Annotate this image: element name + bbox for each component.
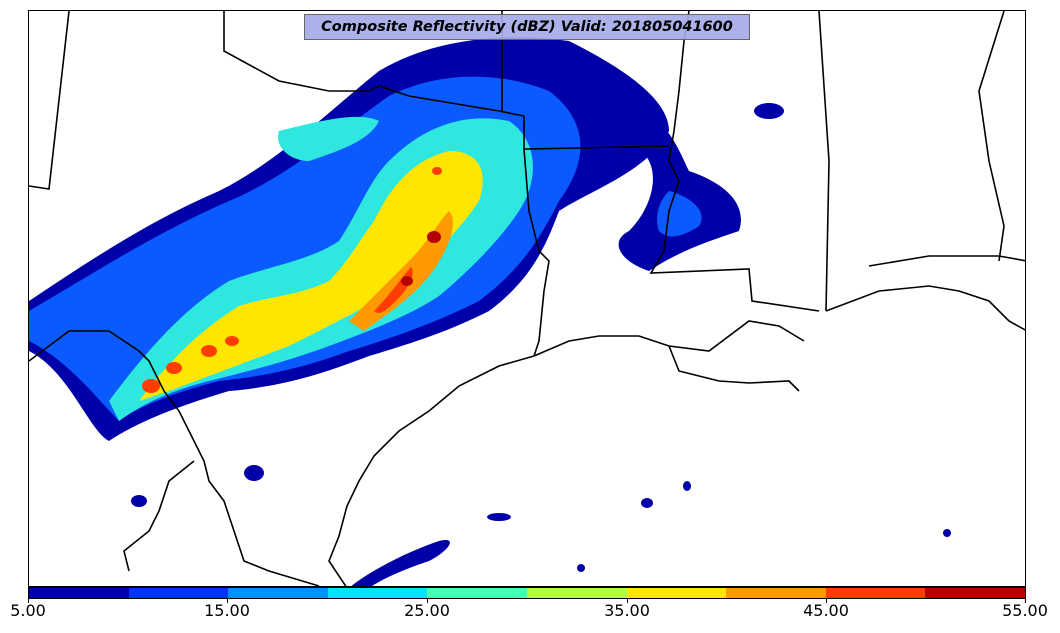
colorbar-segment [29,588,129,598]
colorbar-segment [228,588,328,598]
colorbar-segment [825,588,926,598]
colorbar-segment [925,588,1025,598]
map-area [28,10,1026,587]
map-title: Composite Reflectivity (dBZ) Valid: 2018… [304,14,750,40]
colorbar-tick [826,599,827,603]
colorbar-segment [128,588,229,598]
colorbar-segment [726,588,826,598]
colorbar-label: 15.00 [204,601,250,620]
colorbar-label: 45.00 [803,601,849,620]
colorbar-tick [28,599,29,603]
colorbar-label: 55.00 [1002,601,1048,620]
colorbar-tick [227,599,228,603]
colorbar-segment [427,588,527,598]
colorbar [28,587,1026,599]
colorbar-tick [627,599,628,603]
colorbar-tick [427,599,428,603]
colorbar-tick [1025,599,1026,603]
colorbar-label: 25.00 [404,601,450,620]
reflectivity-map [29,11,1025,586]
colorbar-label: 35.00 [604,601,650,620]
reflectivity-band-35-40 [139,151,483,401]
colorbar-segment [626,588,727,598]
reflectivity-band-40-55 [142,167,453,393]
colorbar-segment [327,588,428,598]
boundary-lines [29,11,1025,586]
colorbar-segment [526,588,627,598]
colorbar-label: 5.00 [10,601,46,620]
